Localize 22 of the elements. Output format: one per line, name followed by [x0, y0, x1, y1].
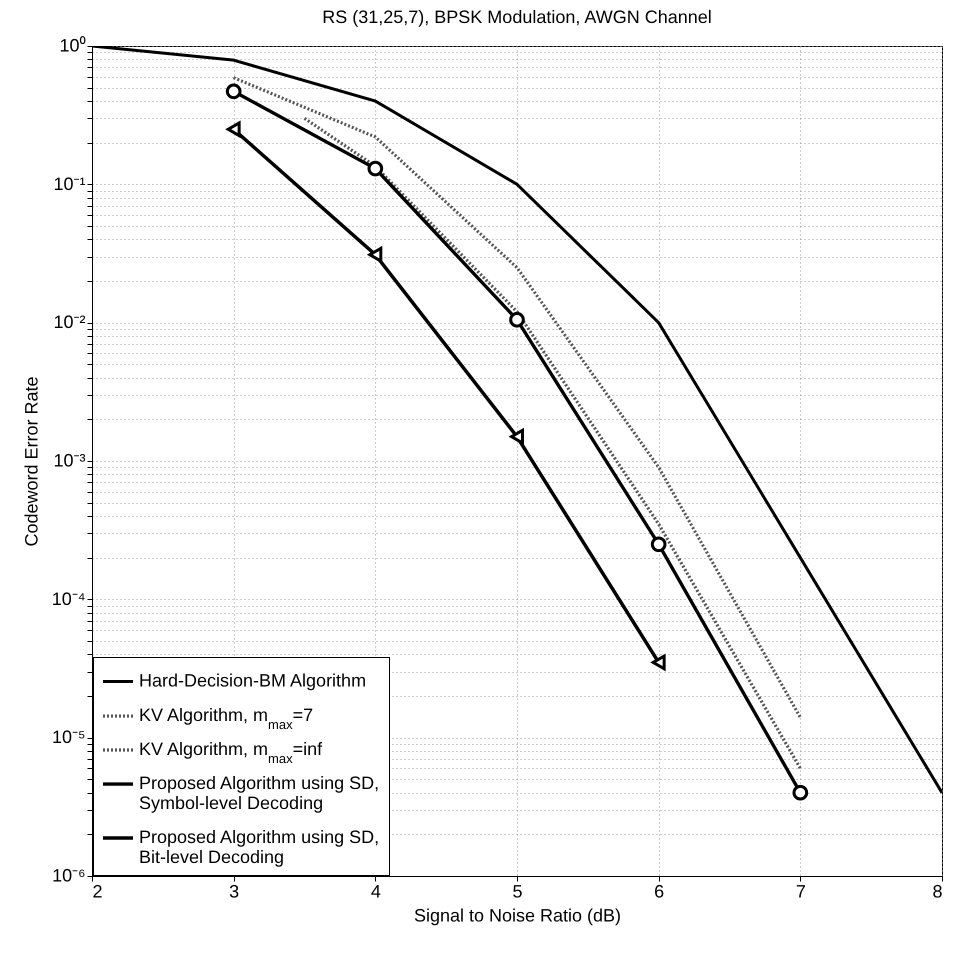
x-tick-label: 7 — [796, 882, 806, 902]
x-tick-label: 6 — [654, 882, 664, 902]
y-tick-label: 10⁻¹ — [53, 174, 86, 194]
y-axis-title: Codeword Error Rate — [22, 376, 42, 547]
y-tick-label: 10⁻⁴ — [52, 588, 86, 609]
y-tick-label: 10⁻³ — [53, 450, 86, 470]
legend-label: KV Algorithm, m$_{max}$=7 — [139, 705, 314, 732]
legend-label: Proposed Algorithm using SD, Symbol-level Decoding — [139, 773, 380, 813]
y-tick-label: 10⁰ — [59, 36, 86, 56]
x-tick-label: 3 — [229, 882, 240, 902]
x-tick-label: 4 — [370, 882, 381, 902]
legend-label: KV Algorithm, m$_{max}$=inf — [139, 739, 324, 766]
x-tick-label: 8 — [932, 882, 942, 902]
legend-label: Hard-Decision-BM Algorithm — [139, 670, 366, 690]
x-tick-label: 5 — [512, 882, 523, 902]
x-tick-label: 2 — [92, 882, 103, 902]
y-tick-label: 10⁻⁵ — [52, 727, 86, 748]
legend-label: Proposed Algorithm using SD, Bit-level Decoding — [139, 827, 380, 867]
x-axis-title: Signal to Noise Ratio (dB) — [414, 906, 622, 926]
chart-title: RS (31,25,7), BPSK Modulation, AWGN Channel — [322, 7, 712, 27]
y-tick-label: 10⁻² — [53, 312, 86, 332]
y-tick-label: 10⁻⁶ — [52, 866, 86, 886]
